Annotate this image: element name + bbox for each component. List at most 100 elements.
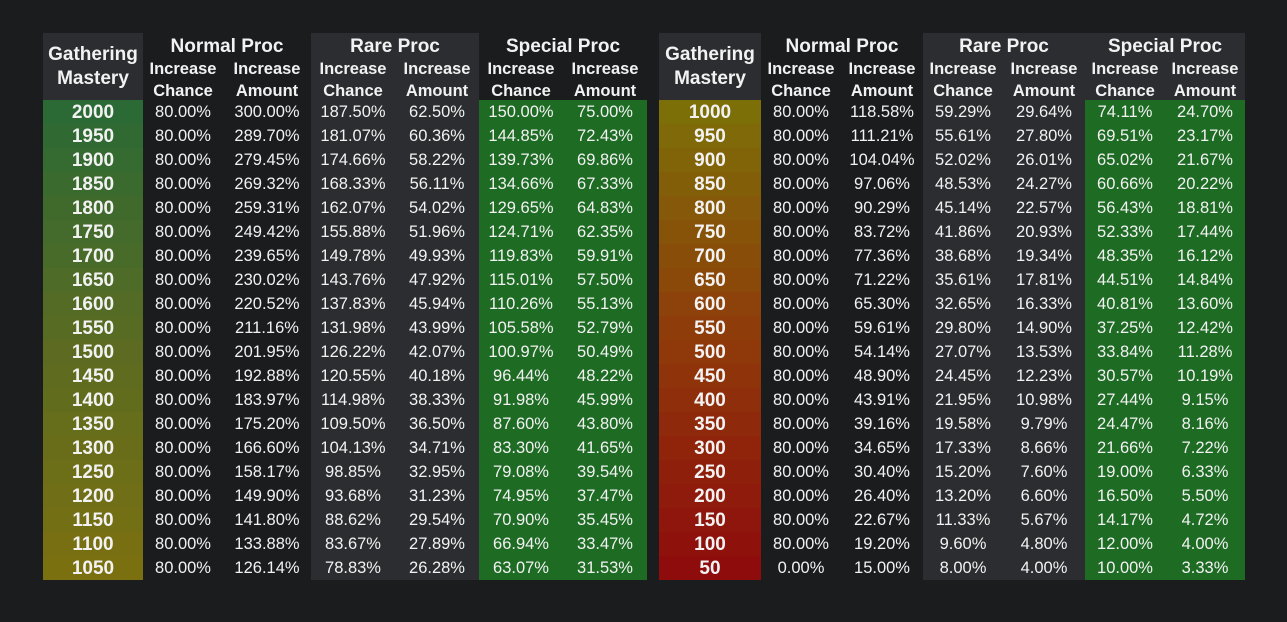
special-chance-cell: 60.66% bbox=[1085, 172, 1165, 196]
rare-amount-cell: 16.33% bbox=[1003, 292, 1085, 316]
rare-chance-cell: 93.68% bbox=[311, 484, 395, 508]
normal-amount-cell: 192.88% bbox=[223, 364, 311, 388]
normal-amount-cell: 201.95% bbox=[223, 340, 311, 364]
rare-chance-cell: 55.61% bbox=[923, 124, 1003, 148]
table-body: 2000 80.00% 300.00% 187.50% 62.50% 150.00% 75.… bbox=[43, 100, 647, 580]
rare-chance-cell: 59.29% bbox=[923, 100, 1003, 124]
table-row: 1200 80.00% 149.90% 93.68% 31.23% 74.95% 37.47… bbox=[43, 484, 647, 508]
special-chance-cell: 87.60% bbox=[479, 412, 563, 436]
mastery-level-cell: 700 bbox=[659, 244, 761, 268]
special-amount-cell: 69.86% bbox=[563, 148, 647, 172]
normal-chance-cell: 80.00% bbox=[143, 244, 223, 268]
table-row: 800 80.00% 90.29% 45.14% 22.57% 56.43% 18.81% bbox=[659, 196, 1245, 220]
special-amount-cell: 37.47% bbox=[563, 484, 647, 508]
normal-chance-cell: 80.00% bbox=[761, 124, 841, 148]
rare-amount-cell: 24.27% bbox=[1003, 172, 1085, 196]
special-amount-cell: 5.50% bbox=[1165, 484, 1245, 508]
table-row: 900 80.00% 104.04% 52.02% 26.01% 65.02% 21.67% bbox=[659, 148, 1245, 172]
normal-amount-cell: 65.30% bbox=[841, 292, 923, 316]
mastery-level-cell: 1500 bbox=[43, 340, 143, 364]
mastery-level-cell: 1800 bbox=[43, 196, 143, 220]
special-amount-cell: 4.72% bbox=[1165, 508, 1245, 532]
rare-amount-cell: 43.99% bbox=[395, 316, 479, 340]
normal-chance-cell: 80.00% bbox=[143, 388, 223, 412]
normal-amount-cell: 71.22% bbox=[841, 268, 923, 292]
rare-amount-cell: 26.01% bbox=[1003, 148, 1085, 172]
mastery-level-cell: 400 bbox=[659, 388, 761, 412]
special-amount-cell: 57.50% bbox=[563, 268, 647, 292]
mastery-level-cell: 1600 bbox=[43, 292, 143, 316]
special-chance-cell: 16.50% bbox=[1085, 484, 1165, 508]
rare-proc-title: Rare Proc bbox=[350, 36, 440, 57]
special-chance-cell: 74.11% bbox=[1085, 100, 1165, 124]
table-row: 1400 80.00% 183.97% 114.98% 38.33% 91.98% 45.9… bbox=[43, 388, 647, 412]
special-chance-cell: 105.58% bbox=[479, 316, 563, 340]
rare-amount-cell: 29.64% bbox=[1003, 100, 1085, 124]
special-amount-cell: 17.44% bbox=[1165, 220, 1245, 244]
table-row: 1300 80.00% 166.60% 104.13% 34.71% 83.30% 41.6… bbox=[43, 436, 647, 460]
mastery-header-line2: Mastery bbox=[57, 67, 129, 89]
special-chance-cell: 21.66% bbox=[1085, 436, 1165, 460]
table-row: 2000 80.00% 300.00% 187.50% 62.50% 150.00% 75.… bbox=[43, 100, 647, 124]
rare-chance-cell: 27.07% bbox=[923, 340, 1003, 364]
mastery-level-cell: 1300 bbox=[43, 436, 143, 460]
normal-amount-cell: 90.29% bbox=[841, 196, 923, 220]
normal-chance-cell: 80.00% bbox=[143, 316, 223, 340]
table-row: 1100 80.00% 133.88% 83.67% 27.89% 66.94% 33.47… bbox=[43, 532, 647, 556]
special-amount-cell: 43.80% bbox=[563, 412, 647, 436]
normal-amount-cell: 220.52% bbox=[223, 292, 311, 316]
table-row: 450 80.00% 48.90% 24.45% 12.23% 30.57% 10.19% bbox=[659, 364, 1245, 388]
normal-amount-cell: 149.90% bbox=[223, 484, 311, 508]
special-amount-cell: 35.45% bbox=[563, 508, 647, 532]
table-row: 600 80.00% 65.30% 32.65% 16.33% 40.81% 13.60% bbox=[659, 292, 1245, 316]
table-row: 550 80.00% 59.61% 29.80% 14.90% 37.25% 12.42% bbox=[659, 316, 1245, 340]
special-chance-cell: 40.81% bbox=[1085, 292, 1165, 316]
special-amount-cell: 75.00% bbox=[563, 100, 647, 124]
rare-chance-cell: 52.02% bbox=[923, 148, 1003, 172]
normal-chance-cell: 80.00% bbox=[761, 316, 841, 340]
normal-chance-cell: 80.00% bbox=[143, 460, 223, 484]
normal-amount-cell: 77.36% bbox=[841, 244, 923, 268]
rare-chance-cell: 120.55% bbox=[311, 364, 395, 388]
mastery-level-cell: 1200 bbox=[43, 484, 143, 508]
normal-amount-cell: 19.20% bbox=[841, 532, 923, 556]
rare-amount-cell: 17.81% bbox=[1003, 268, 1085, 292]
special-proc-header: Special Proc Increase Chance Increase Amou… bbox=[479, 33, 647, 100]
normal-chance-cell: 80.00% bbox=[761, 244, 841, 268]
normal-amount-cell: 59.61% bbox=[841, 316, 923, 340]
normal-chance-cell: 80.00% bbox=[761, 532, 841, 556]
special-chance-cell: 69.51% bbox=[1085, 124, 1165, 148]
special-chance-cell: 139.73% bbox=[479, 148, 563, 172]
table-row: 1950 80.00% 289.70% 181.07% 60.36% 144.85% 72.… bbox=[43, 124, 647, 148]
special-amount-cell: 4.00% bbox=[1165, 532, 1245, 556]
special-amount-cell: 41.65% bbox=[563, 436, 647, 460]
special-amount-cell: 13.60% bbox=[1165, 292, 1245, 316]
normal-chance-cell: 80.00% bbox=[143, 436, 223, 460]
special-amount-header: Increase Amount bbox=[571, 60, 639, 100]
normal-amount-cell: 133.88% bbox=[223, 532, 311, 556]
special-chance-cell: 124.71% bbox=[479, 220, 563, 244]
rare-chance-cell: 126.22% bbox=[311, 340, 395, 364]
rare-chance-cell: 19.58% bbox=[923, 412, 1003, 436]
rare-amount-cell: 4.00% bbox=[1003, 556, 1085, 580]
mastery-header-line2: Mastery bbox=[674, 67, 746, 89]
rare-chance-cell: 109.50% bbox=[311, 412, 395, 436]
normal-amount-cell: 300.00% bbox=[223, 100, 311, 124]
normal-amount-cell: 126.14% bbox=[223, 556, 311, 580]
mastery-level-cell: 1250 bbox=[43, 460, 143, 484]
normal-proc-title: Normal Proc bbox=[785, 36, 899, 57]
normal-chance-header: Increase Chance bbox=[149, 60, 217, 100]
special-amount-cell: 10.19% bbox=[1165, 364, 1245, 388]
rare-amount-cell: 31.23% bbox=[395, 484, 479, 508]
rare-amount-cell: 7.60% bbox=[1003, 460, 1085, 484]
mastery-level-cell: 900 bbox=[659, 148, 761, 172]
special-amount-cell: 20.22% bbox=[1165, 172, 1245, 196]
special-chance-cell: 10.00% bbox=[1085, 556, 1165, 580]
normal-chance-cell: 80.00% bbox=[143, 172, 223, 196]
special-chance-cell: 27.44% bbox=[1085, 388, 1165, 412]
special-chance-cell: 48.35% bbox=[1085, 244, 1165, 268]
special-amount-cell: 6.33% bbox=[1165, 460, 1245, 484]
table-header: Gathering Mastery Normal Proc Increase Ch… bbox=[659, 33, 1245, 100]
rare-chance-cell: 8.00% bbox=[923, 556, 1003, 580]
mastery-level-cell: 1850 bbox=[43, 172, 143, 196]
